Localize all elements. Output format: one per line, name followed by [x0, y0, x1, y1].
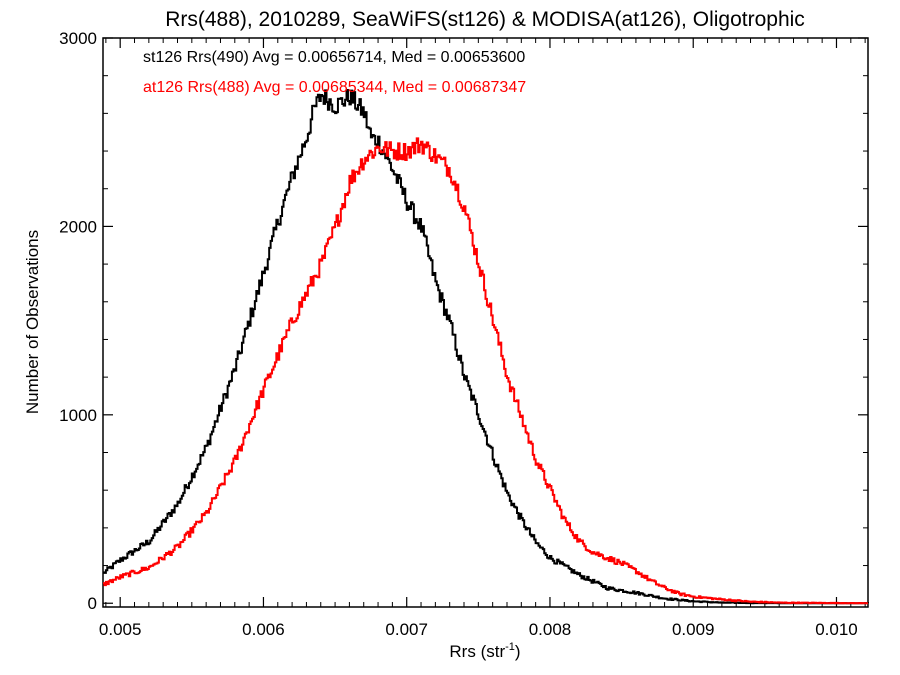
plot-frame — [102, 37, 869, 608]
x-axis-label-superscript: -1 — [505, 641, 515, 653]
x-tick-label: 0.008 — [529, 620, 572, 639]
x-axis-label-suffix: ) — [515, 642, 521, 661]
x-tick-label: 0.006 — [242, 620, 285, 639]
x-axis: 0.005 0.006 0.007 0.008 0.009 0.010 — [99, 38, 866, 639]
x-tick-label: 0.009 — [672, 620, 715, 639]
x-axis-label-main: Rrs (str — [449, 642, 505, 661]
x-axis-label: Rrs (str-1) — [449, 641, 520, 661]
series-st126-line — [103, 89, 869, 605]
y-tick-label: 3000 — [59, 29, 97, 48]
chart-title: Rrs(488), 2010289, SeaWiFS(st126) & MODI… — [165, 8, 805, 31]
y-tick-label: 1000 — [59, 406, 97, 425]
y-axis: 0 1000 2000 3000 — [59, 29, 868, 613]
y-tick-label: 2000 — [59, 217, 97, 236]
x-tick-label: 0.007 — [385, 620, 428, 639]
y-tick-label: 0 — [88, 594, 97, 613]
series-at126-line — [103, 137, 868, 605]
x-tick-label: 0.005 — [99, 620, 142, 639]
legend-entry-st126: st126 Rrs(490) Avg = 0.00656714, Med = 0… — [143, 49, 525, 66]
series-layer — [103, 89, 869, 605]
legend-entry-at126: at126 Rrs(488) Avg = 0.00685344, Med = 0… — [143, 79, 526, 96]
x-tick-label: 0.010 — [815, 620, 858, 639]
y-axis-label: Number of Observations — [23, 230, 42, 414]
